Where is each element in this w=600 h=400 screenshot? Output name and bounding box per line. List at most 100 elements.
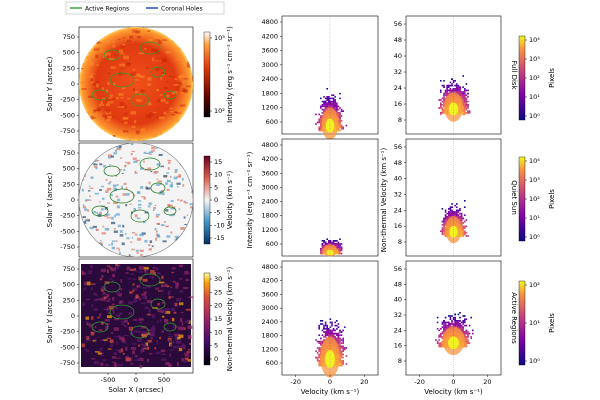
active-region-contour bbox=[103, 165, 121, 177]
histogram-bin bbox=[337, 252, 340, 255]
histogram-bin bbox=[457, 92, 460, 95]
colorbar-velocity-label: Velocity (km s⁻¹) bbox=[226, 171, 234, 230]
histogram-bin bbox=[460, 94, 463, 96]
histogram-bin bbox=[332, 97, 335, 100]
legend-label-active: Active Regions bbox=[85, 6, 129, 13]
histogram-bin bbox=[459, 209, 461, 212]
histogram-bin bbox=[337, 126, 340, 128]
histogram-peak bbox=[326, 249, 334, 256]
histogram-bin bbox=[323, 104, 325, 106]
histogram-bin bbox=[443, 100, 445, 103]
histogram-bin bbox=[465, 105, 468, 108]
histogram-bin bbox=[457, 86, 460, 88]
histogram-bin bbox=[444, 214, 447, 216]
histogram-bin bbox=[448, 212, 450, 215]
histogram-bin bbox=[326, 88, 328, 90]
histogram-bin bbox=[440, 104, 442, 106]
histogram-bin bbox=[321, 129, 324, 132]
histogram-bin bbox=[465, 104, 468, 106]
histogram-bin bbox=[464, 110, 466, 112]
histogram-bin bbox=[443, 104, 445, 106]
histogram-bin bbox=[321, 112, 324, 114]
histogram-bin bbox=[334, 99, 336, 101]
histogram-bin bbox=[464, 91, 466, 93]
histogram-bin bbox=[441, 84, 444, 87]
histogram-bin bbox=[449, 206, 452, 208]
histogram-bin bbox=[336, 102, 338, 104]
histogram-bin bbox=[326, 97, 328, 100]
map-ytick-label: 250 bbox=[63, 64, 75, 72]
histogram-bin bbox=[323, 102, 325, 104]
histogram-bin bbox=[323, 96, 325, 98]
histogram-bin bbox=[320, 118, 322, 120]
histogram-bin bbox=[324, 105, 327, 108]
histogram-bin bbox=[460, 96, 463, 98]
histogram-bin bbox=[464, 104, 466, 106]
histogram-bin bbox=[443, 94, 445, 96]
histogram-bin bbox=[320, 105, 322, 108]
map-ytick-label: -500 bbox=[60, 343, 75, 351]
histogram-bin bbox=[324, 102, 327, 104]
histogram-bin bbox=[334, 243, 336, 245]
histogram-bin bbox=[320, 116, 322, 119]
histogram-bin bbox=[340, 243, 343, 245]
active-region-contour bbox=[130, 209, 150, 223]
histogram-bin bbox=[328, 105, 330, 108]
histogram-bin bbox=[462, 86, 464, 88]
active-region-contour bbox=[130, 93, 150, 107]
histogram-bin bbox=[441, 108, 444, 111]
histogram-bin bbox=[332, 243, 335, 245]
histogram-bin bbox=[464, 99, 466, 101]
histogram-bin bbox=[443, 110, 445, 112]
histogram-bin bbox=[324, 241, 327, 244]
map-intensity bbox=[78, 26, 194, 142]
map-xtick-label: -500 bbox=[101, 376, 116, 384]
histogram-bin bbox=[339, 118, 341, 120]
histogram-bin bbox=[328, 104, 330, 106]
histogram-bin bbox=[340, 110, 343, 112]
histogram-bin bbox=[449, 84, 452, 87]
histogram-bin bbox=[443, 86, 445, 88]
histogram-bin bbox=[441, 100, 444, 103]
histogram-bin bbox=[446, 92, 448, 95]
histogram-bin bbox=[337, 124, 340, 127]
histogram-bin bbox=[337, 248, 340, 250]
histogram-bin bbox=[456, 89, 458, 92]
histogram-bin bbox=[440, 80, 442, 82]
histogram-bin bbox=[462, 104, 464, 106]
histogram-bin bbox=[339, 107, 341, 109]
histogram-bin bbox=[444, 211, 447, 213]
map-xlabel: Solar X (arcsec) bbox=[108, 386, 163, 394]
histogram-bin bbox=[329, 241, 332, 244]
histogram-bin bbox=[337, 112, 340, 114]
histogram-bin bbox=[324, 108, 327, 111]
histogram-bin bbox=[462, 107, 464, 109]
histogram-bin bbox=[443, 80, 445, 82]
colorbar-velocity bbox=[203, 155, 211, 245]
histogram-bin bbox=[320, 97, 322, 100]
histogram-bin bbox=[443, 112, 445, 114]
histogram-bin bbox=[454, 89, 456, 92]
histogram-bin bbox=[467, 107, 469, 109]
histogram-bin bbox=[456, 83, 458, 85]
histogram-bin bbox=[462, 92, 464, 95]
map-ytick-label: 0 bbox=[71, 80, 75, 88]
histogram-bin bbox=[323, 244, 325, 247]
histogram-bin bbox=[337, 120, 340, 122]
histogram-bin bbox=[324, 100, 327, 103]
colorbar-velocity-tick: -15 bbox=[214, 234, 225, 242]
histogram-bin bbox=[457, 91, 460, 93]
histogram-bin bbox=[321, 248, 324, 250]
histogram-bin bbox=[321, 243, 324, 245]
histogram-bin bbox=[465, 97, 468, 100]
histogram-bin bbox=[340, 108, 343, 111]
histogram-bin bbox=[446, 86, 448, 88]
histogram-bin bbox=[441, 224, 444, 226]
histogram-bin bbox=[446, 89, 448, 92]
histogram-bin bbox=[465, 102, 468, 104]
histogram-bin bbox=[462, 113, 464, 116]
histogram-bin bbox=[444, 220, 447, 223]
histogram-bin bbox=[337, 249, 340, 252]
map-ytick-label: 250 bbox=[63, 296, 75, 304]
